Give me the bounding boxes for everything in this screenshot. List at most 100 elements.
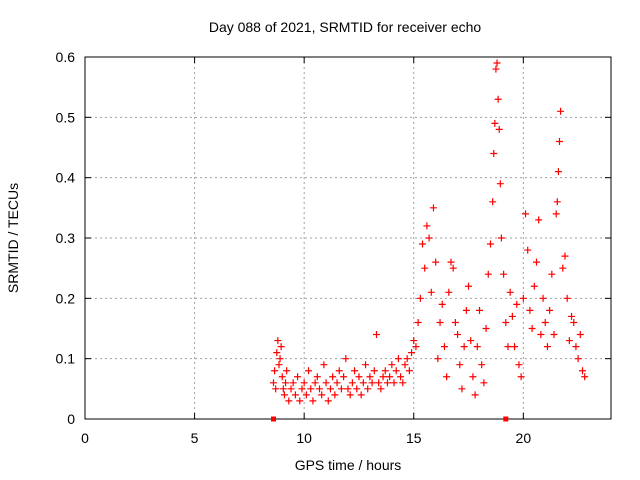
data-point — [276, 355, 284, 363]
data-point — [300, 379, 308, 387]
data-point — [309, 397, 317, 405]
x-tick-label: 15 — [406, 430, 422, 446]
data-point — [440, 343, 448, 351]
plot-frame — [84, 56, 612, 420]
data-point — [401, 361, 409, 369]
data-point — [362, 361, 370, 369]
data-point — [419, 240, 427, 248]
y-tick-label: 0.1 — [56, 351, 76, 367]
data-point — [294, 373, 302, 381]
data-point — [522, 210, 530, 218]
data-point — [381, 367, 389, 375]
data-point — [429, 204, 437, 212]
data-point — [392, 367, 400, 375]
y-tick-label: 0.2 — [56, 290, 76, 306]
data-point — [421, 264, 429, 272]
data-point — [508, 312, 516, 320]
data-point — [348, 379, 356, 387]
data-point — [403, 355, 411, 363]
data-point — [291, 391, 299, 399]
data-point — [410, 337, 418, 345]
data-point — [486, 240, 494, 248]
data-point — [495, 125, 503, 133]
data-point — [570, 318, 578, 326]
data-point — [553, 198, 561, 206]
x-tick-label: 5 — [191, 430, 199, 446]
data-point — [355, 373, 363, 381]
data-point — [272, 385, 280, 393]
data-point — [282, 379, 290, 387]
data-point — [482, 325, 490, 332]
data-point — [513, 300, 521, 308]
data-point — [526, 306, 534, 314]
axis-marker — [270, 416, 276, 422]
data-point — [572, 343, 580, 351]
data-point — [287, 385, 295, 393]
data-point — [322, 379, 330, 387]
data-point — [320, 361, 328, 369]
data-point — [372, 331, 380, 339]
data-point — [561, 252, 569, 260]
data-point — [331, 391, 339, 399]
data-point — [445, 288, 453, 296]
data-point — [557, 107, 565, 115]
x-tick-label: 20 — [516, 430, 532, 446]
data-point — [366, 373, 374, 381]
data-point — [412, 343, 420, 351]
data-point — [528, 325, 536, 332]
data-point — [458, 385, 466, 393]
data-point — [357, 391, 365, 399]
data-point — [504, 343, 512, 351]
x-tick-label: 10 — [296, 430, 312, 446]
chart-title: Day 088 of 2021, SRMTID for receiver ech… — [209, 19, 482, 35]
data-point — [559, 264, 567, 272]
data-point — [342, 355, 350, 363]
data-point — [535, 216, 543, 224]
data-point — [447, 258, 455, 266]
data-point — [298, 385, 306, 393]
data-point — [492, 65, 500, 73]
data-point — [451, 318, 459, 326]
data-point — [383, 379, 391, 387]
data-point — [390, 379, 398, 387]
data-point — [346, 391, 354, 399]
x-tick-label: 0 — [81, 430, 89, 446]
data-point — [541, 318, 549, 326]
data-point — [469, 373, 477, 381]
data-point — [344, 385, 352, 393]
axis-marker — [503, 416, 509, 422]
data-point — [340, 373, 348, 381]
data-point — [581, 373, 589, 381]
data-point — [554, 168, 562, 176]
data-points — [269, 59, 589, 405]
data-point — [329, 373, 337, 381]
axis-markers — [270, 416, 509, 422]
data-point — [326, 385, 334, 393]
data-point — [543, 343, 551, 351]
data-point — [494, 95, 502, 103]
data-point — [465, 282, 473, 290]
data-point — [386, 373, 394, 381]
data-point — [491, 119, 499, 127]
data-point — [574, 355, 582, 363]
data-point — [324, 397, 332, 405]
data-point — [539, 294, 547, 302]
data-point — [285, 397, 293, 405]
y-tick-label: 0 — [67, 411, 75, 427]
data-point — [490, 150, 498, 158]
data-point — [579, 367, 587, 375]
data-point — [368, 379, 376, 387]
data-point — [467, 337, 475, 345]
y-tick-label: 0.6 — [56, 49, 76, 65]
y-tick-label: 0.5 — [56, 109, 76, 125]
data-point — [364, 385, 372, 393]
data-point — [496, 180, 504, 188]
data-point — [302, 391, 310, 399]
data-point — [414, 318, 422, 326]
data-point — [318, 391, 326, 399]
data-point — [280, 391, 288, 399]
data-point — [497, 234, 505, 242]
data-point — [333, 379, 341, 387]
data-point — [351, 367, 359, 375]
